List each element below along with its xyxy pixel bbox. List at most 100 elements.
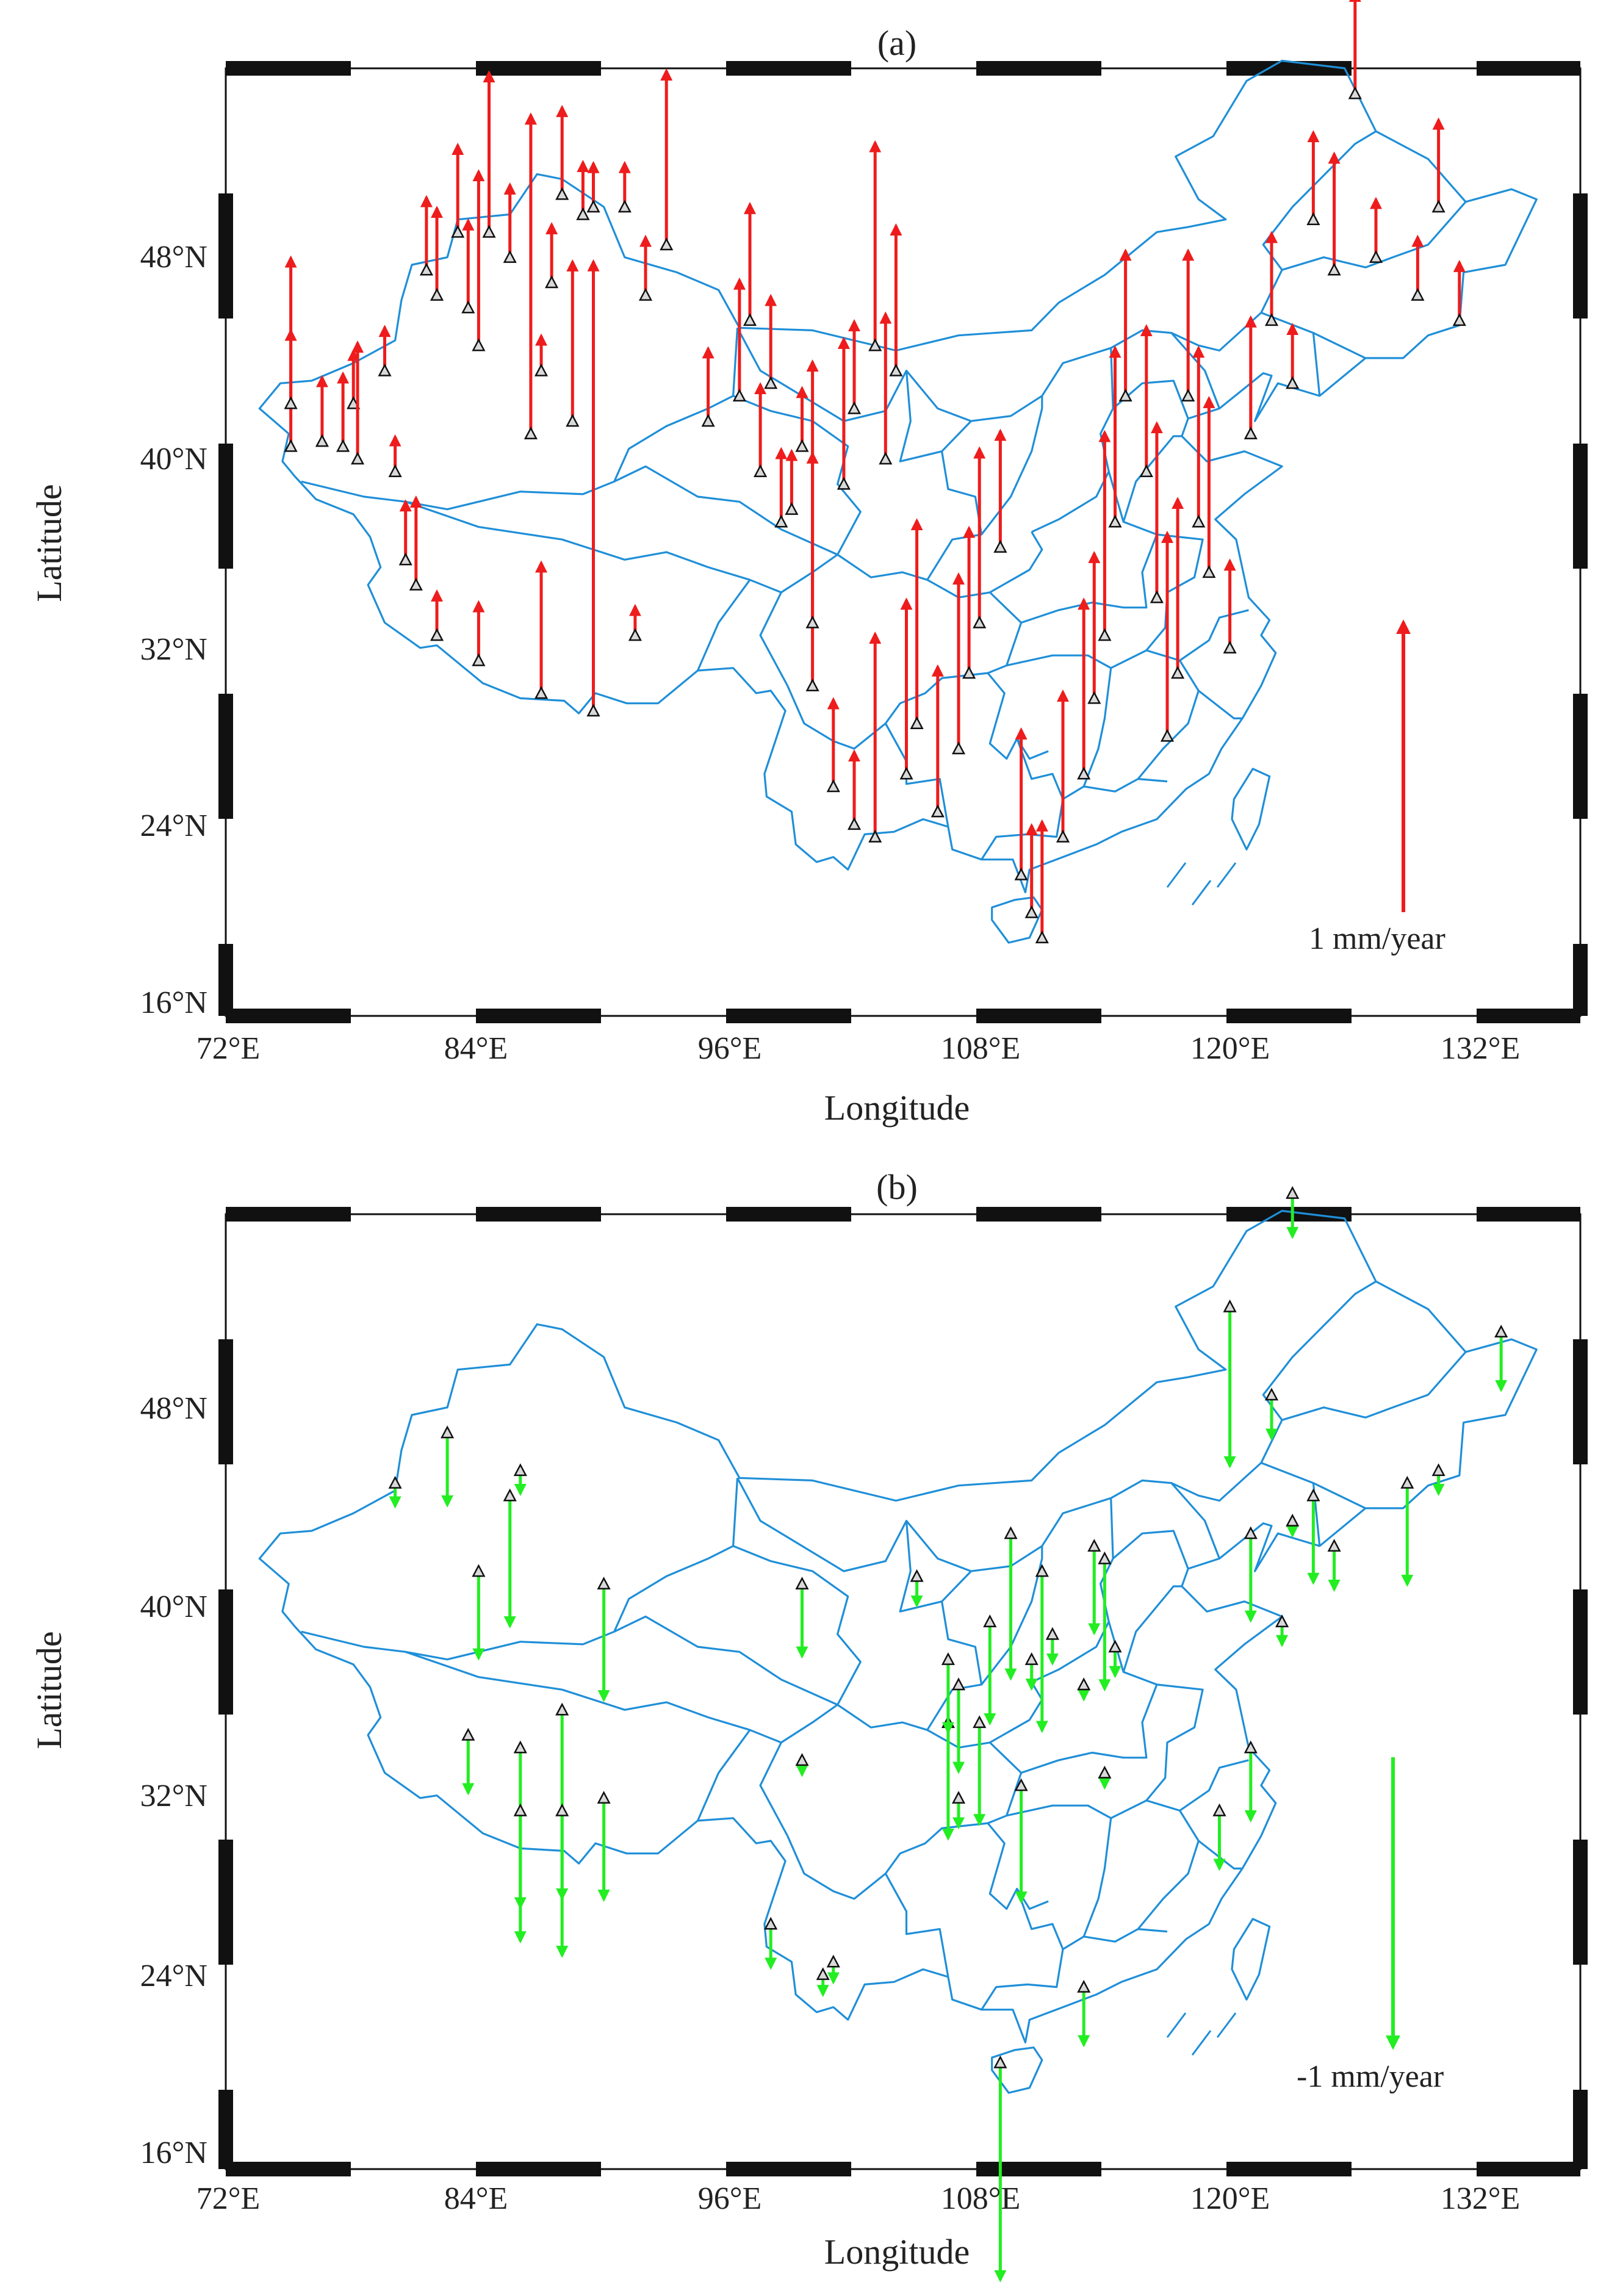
province-boundary: [736, 130, 1377, 422]
station-marker: [617, 200, 632, 213]
station-marker: [1087, 1539, 1101, 1552]
taiwan-outline: [1231, 1918, 1271, 2001]
station-marker: [503, 250, 517, 263]
station: [1348, 0, 1362, 99]
panel-a-xtick: 120°E: [1190, 1031, 1270, 1066]
station: [1118, 248, 1132, 402]
frame-tick-bottom: [1226, 1009, 1352, 1023]
station-marker: [1223, 641, 1237, 654]
station: [1077, 597, 1091, 780]
station: [545, 221, 559, 289]
frame-tick-top: [726, 1207, 851, 1222]
station-marker: [1452, 313, 1466, 326]
frame-tick-right: [1573, 2090, 1588, 2169]
panel-a: (a) 1 mm/year Longitude Latitude 72°E 84…: [29, 0, 1588, 1128]
station-marker: [1348, 86, 1362, 99]
province-boundary: [301, 328, 739, 511]
province-boundary: [1031, 348, 1114, 533]
station: [847, 749, 862, 830]
station-marker: [1098, 628, 1112, 641]
station: [795, 1753, 809, 1777]
station-marker: [441, 1425, 455, 1439]
station-marker: [1327, 262, 1341, 276]
panel-b-xtick: 96°E: [698, 2181, 762, 2216]
frame-tick-left: [218, 1840, 233, 1965]
station: [482, 70, 496, 238]
province-boundary: [780, 1704, 838, 1744]
hainan-outline: [991, 896, 1043, 944]
frame-tick-top: [476, 61, 601, 76]
station: [1202, 395, 1216, 578]
panel-b-ylabel: Latitude: [29, 1631, 69, 1749]
station-marker: [1035, 1564, 1049, 1577]
province-boundary: [1031, 1498, 1114, 1683]
station-marker: [1087, 691, 1101, 704]
station: [1171, 497, 1185, 679]
station: [1244, 1740, 1258, 1823]
station-marker: [1327, 1539, 1341, 1552]
station-marker: [534, 686, 549, 699]
station: [1244, 1526, 1258, 1623]
frame-tick-bottom: [476, 1009, 601, 1023]
station: [754, 382, 768, 477]
panel-b-frame: [225, 1213, 1582, 2170]
station-marker: [555, 1803, 569, 1816]
station-marker: [566, 414, 580, 427]
panel-a-scale-label: 1 mm/year: [1309, 921, 1445, 956]
station-marker: [482, 225, 496, 238]
panel-b-scale-label: -1 mm/year: [1297, 2059, 1444, 2094]
station: [1108, 1639, 1122, 1679]
frame-tick-top: [226, 1207, 351, 1222]
station-marker: [576, 207, 590, 220]
station-marker: [701, 414, 715, 427]
station: [931, 664, 945, 818]
island-dash: [1191, 880, 1212, 905]
station-marker: [910, 716, 924, 729]
panel-b-xtick: 84°E: [444, 2181, 508, 2216]
province-boundary: [1312, 333, 1321, 396]
station-marker: [1118, 389, 1132, 402]
island-dash: [1166, 2012, 1187, 2039]
frame-tick-bottom: [726, 2162, 851, 2176]
station: [962, 525, 976, 679]
station: [1223, 1299, 1237, 1469]
station-marker: [1306, 212, 1320, 225]
province-boundary: [614, 395, 862, 556]
province-boundary: [926, 578, 1023, 674]
province-boundary: [899, 370, 942, 462]
station-marker: [398, 552, 412, 566]
station: [503, 1488, 517, 1628]
station: [597, 1577, 611, 1702]
station: [889, 223, 903, 376]
frame-tick-bottom: [976, 1009, 1101, 1023]
station: [513, 1463, 527, 1496]
station-marker: [1275, 1614, 1289, 1627]
station-marker: [1024, 1652, 1039, 1665]
station: [1192, 345, 1206, 528]
panel-b-ytick: 16°N: [140, 2136, 207, 2170]
station-marker: [951, 741, 966, 755]
station: [1014, 1778, 1028, 1904]
station-marker: [545, 275, 559, 289]
station-marker: [1286, 376, 1300, 389]
station-marker: [1411, 287, 1425, 301]
panel-b-yticks: 16°N 24°N 32°N 40°N 48°N: [140, 1391, 207, 2170]
station: [388, 434, 402, 477]
station: [973, 446, 987, 628]
panel-a-scale-arrow: 1 mm/year: [1309, 619, 1445, 956]
station-marker: [983, 1614, 997, 1627]
station: [993, 2055, 1007, 2283]
station-marker: [597, 1577, 611, 1589]
frame-tick-top: [226, 61, 351, 76]
station: [513, 1803, 527, 1944]
station-marker: [638, 287, 653, 301]
station-marker: [1077, 1677, 1091, 1691]
station: [586, 259, 600, 717]
province-boundary: [1110, 649, 1200, 780]
station: [628, 603, 642, 641]
station: [472, 1564, 486, 1661]
station: [1212, 1803, 1226, 1871]
station: [1098, 1765, 1112, 1790]
station-marker: [1150, 590, 1164, 603]
station-marker: [1035, 930, 1049, 943]
